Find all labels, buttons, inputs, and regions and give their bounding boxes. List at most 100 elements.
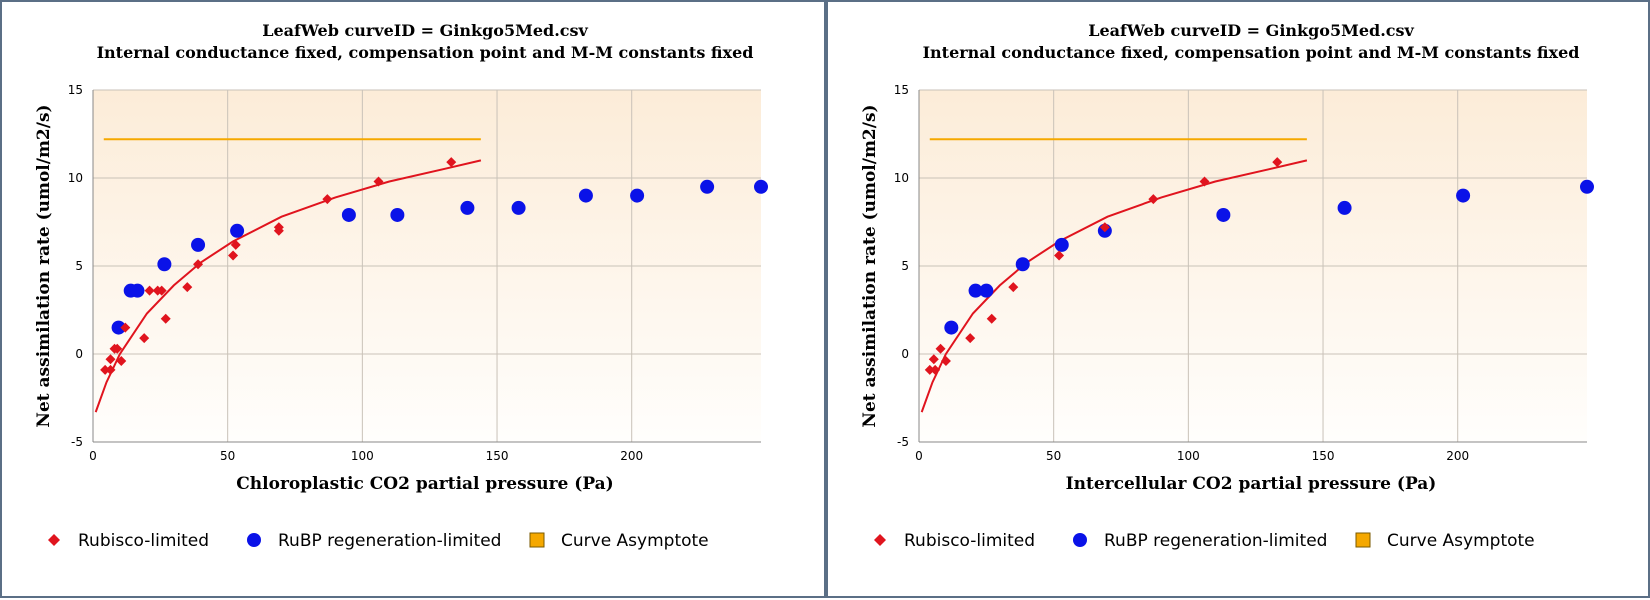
y-tick-label: 5: [901, 259, 909, 273]
rubisco-point: [193, 259, 204, 270]
rubisco-point: [1008, 282, 1019, 293]
y-tick-label: 15: [894, 83, 909, 97]
rubp-point: [1015, 257, 1030, 272]
rubp-point: [130, 283, 145, 298]
x-axis-title: Intercellular CO2 partial pressure (Pa): [1066, 474, 1437, 494]
rubisco-point: [1199, 176, 1210, 187]
x-tick-label: 0: [89, 449, 97, 463]
rubp-point: [979, 283, 994, 298]
rubp-point: [1216, 207, 1231, 222]
x-tick-label: 150: [1312, 449, 1335, 463]
y-tick-label: 0: [901, 347, 909, 361]
rubp-point: [191, 237, 206, 252]
legend-label: Curve Asymptote: [1387, 531, 1535, 551]
rubisco-point: [160, 313, 171, 324]
rubp-point: [341, 207, 356, 222]
rubisco-point: [446, 157, 457, 168]
x-tick-label: 50: [220, 449, 235, 463]
rubp-point: [157, 257, 172, 272]
rubisco-point: [1148, 194, 1159, 205]
chart-title: LeafWeb curveID = Ginkgo5Med.csv: [1088, 21, 1414, 40]
rubp-point: [968, 283, 983, 298]
x-axis-title: Chloroplastic CO2 partial pressure (Pa): [236, 474, 613, 494]
rubisco-point: [182, 282, 193, 293]
x-tick-label: 50: [1046, 449, 1061, 463]
rubp-point: [1054, 237, 1069, 252]
y-axis-title: Net assimilation rate (umol/m2/s): [860, 104, 880, 427]
rubisco-point: [112, 343, 123, 354]
rubisco-point: [928, 354, 939, 365]
legend-label: Curve Asymptote: [561, 531, 709, 551]
rubisco-point: [230, 239, 241, 250]
rubisco-point: [228, 250, 239, 261]
y-tick-label: 0: [75, 347, 83, 361]
y-tick-label: -5: [71, 435, 83, 449]
rubisco-point: [986, 313, 997, 324]
rubisco-point: [924, 364, 935, 375]
chart-svg: LeafWeb curveID = Ginkgo5Med.csv Internal…: [34, 21, 768, 551]
chart-subtitle: Internal conductance fixed, compensation…: [923, 43, 1580, 62]
x-tick-label: 200: [1446, 449, 1469, 463]
rubisco-point: [105, 364, 116, 375]
rubisco-point: [144, 285, 155, 296]
rubisco-point: [273, 225, 284, 236]
rubp-point: [578, 188, 593, 203]
y-tick-label: 15: [68, 83, 83, 97]
rubisco-point: [930, 364, 941, 375]
rubisco-point: [120, 322, 131, 333]
x-tick-label: 150: [486, 449, 509, 463]
rubp-point: [1580, 179, 1594, 194]
rubp-point: [700, 179, 715, 194]
rubisco-point: [935, 343, 946, 354]
y-tick-label: 10: [894, 171, 909, 185]
rubisco-point: [139, 333, 150, 344]
rubisco-point: [100, 364, 111, 375]
rubisco-point: [105, 354, 116, 365]
rubisco-point: [373, 176, 384, 187]
rubp-point: [230, 223, 245, 238]
y-tick-label: 5: [75, 259, 83, 273]
legend-label: RuBP regeneration-limited: [278, 531, 501, 551]
legend-label: Rubisco-limited: [904, 531, 1035, 551]
legend-asymptote-marker: [529, 532, 545, 548]
rubisco-point: [322, 194, 333, 205]
rubisco-point: [940, 356, 951, 367]
rubp-point: [944, 320, 959, 335]
rubp-point: [390, 207, 405, 222]
x-tick-label: 100: [1177, 449, 1200, 463]
rubisco-point: [116, 356, 127, 367]
legend-label: RuBP regeneration-limited: [1104, 531, 1327, 551]
legend-asymptote-marker: [1355, 532, 1371, 548]
chart-subtitle: Internal conductance fixed, compensation…: [97, 43, 754, 62]
rubp-point: [1337, 200, 1352, 215]
rubp-point: [511, 200, 526, 215]
rubp-point: [111, 320, 126, 335]
y-axis-title: Net assimilation rate (umol/m2/s): [34, 104, 54, 427]
rubp-point: [630, 188, 645, 203]
plot-marks: [94, 138, 768, 413]
legend-rubp-marker: [1073, 533, 1087, 547]
legend-rubp-marker: [247, 533, 261, 547]
y-tick-label: -5: [897, 435, 909, 449]
fit-curve: [94, 159, 482, 413]
x-tick-label: 100: [351, 449, 374, 463]
legend-rubisco-marker: [874, 534, 886, 546]
rubp-point: [1456, 188, 1471, 203]
chart-panel-intercellular: LeafWeb curveID = Ginkgo5Med.csv Internal…: [826, 0, 1650, 598]
chart-panel-chloroplastic: LeafWeb curveID = Ginkgo5Med.csv Internal…: [0, 0, 826, 598]
rubisco-point: [1054, 250, 1065, 261]
legend-label: Rubisco-limited: [78, 531, 209, 551]
y-tick-label: 10: [68, 171, 83, 185]
x-tick-label: 200: [620, 449, 643, 463]
chart-svg: LeafWeb curveID = Ginkgo5Med.csv Internal…: [860, 21, 1594, 551]
rubisco-point: [965, 333, 976, 344]
rubisco-point: [1272, 157, 1283, 168]
x-tick-label: 0: [915, 449, 923, 463]
chart-title: LeafWeb curveID = Ginkgo5Med.csv: [262, 21, 588, 40]
plot-marks: [920, 138, 1594, 413]
rubisco-point: [1099, 222, 1110, 233]
rubisco-point: [156, 285, 167, 296]
rubp-point: [460, 200, 475, 215]
legend-rubisco-marker: [48, 534, 60, 546]
rubp-point: [754, 179, 768, 194]
